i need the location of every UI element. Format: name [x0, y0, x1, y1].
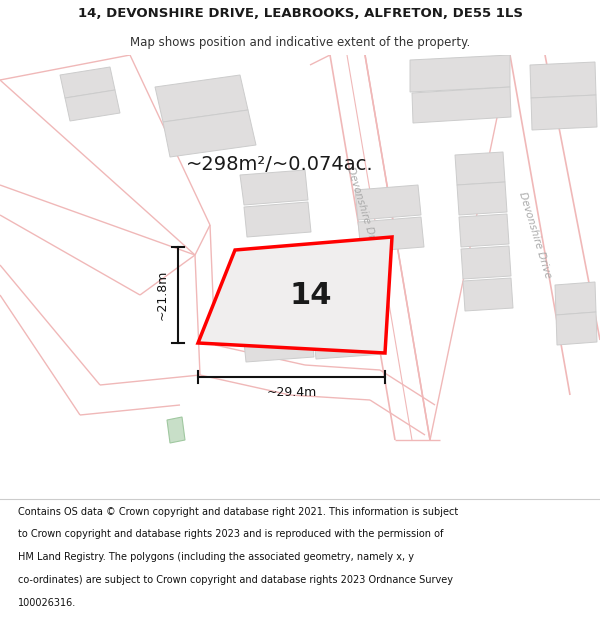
- Text: Devonshire Drive: Devonshire Drive: [517, 191, 553, 279]
- Polygon shape: [163, 110, 256, 157]
- Polygon shape: [556, 312, 597, 345]
- Text: Contains OS data © Crown copyright and database right 2021. This information is : Contains OS data © Crown copyright and d…: [18, 507, 458, 517]
- Polygon shape: [60, 67, 115, 98]
- Polygon shape: [457, 182, 507, 215]
- Polygon shape: [461, 246, 511, 279]
- Polygon shape: [412, 87, 511, 123]
- Polygon shape: [167, 417, 185, 443]
- Polygon shape: [244, 202, 311, 237]
- Text: ~29.4m: ~29.4m: [266, 386, 317, 399]
- Polygon shape: [455, 152, 505, 185]
- Polygon shape: [243, 327, 314, 362]
- Polygon shape: [155, 75, 248, 122]
- Polygon shape: [530, 62, 596, 98]
- Text: 14, DEVONSHIRE DRIVE, LEABROOKS, ALFRETON, DE55 1LS: 14, DEVONSHIRE DRIVE, LEABROOKS, ALFRETO…: [77, 8, 523, 20]
- Text: ~298m²/~0.074ac.: ~298m²/~0.074ac.: [186, 156, 374, 174]
- Polygon shape: [198, 237, 392, 353]
- Text: Devonshire Drive: Devonshire Drive: [345, 166, 381, 254]
- Polygon shape: [531, 95, 597, 130]
- Polygon shape: [463, 278, 513, 311]
- Text: 100026316.: 100026316.: [18, 598, 76, 608]
- Polygon shape: [65, 90, 120, 121]
- Text: ~21.8m: ~21.8m: [155, 270, 169, 320]
- Text: 14: 14: [289, 281, 332, 310]
- Text: co-ordinates) are subject to Crown copyright and database rights 2023 Ordnance S: co-ordinates) are subject to Crown copyr…: [18, 575, 453, 585]
- Polygon shape: [410, 55, 510, 92]
- Polygon shape: [355, 185, 421, 220]
- Text: to Crown copyright and database rights 2023 and is reproduced with the permissio: to Crown copyright and database rights 2…: [18, 529, 443, 539]
- Polygon shape: [358, 217, 424, 252]
- Polygon shape: [459, 214, 509, 247]
- Polygon shape: [240, 170, 308, 205]
- Polygon shape: [240, 295, 311, 330]
- Text: Map shows position and indicative extent of the property.: Map shows position and indicative extent…: [130, 36, 470, 49]
- Polygon shape: [555, 282, 596, 315]
- Text: HM Land Registry. The polygons (including the associated geometry, namely x, y: HM Land Registry. The polygons (includin…: [18, 552, 414, 562]
- Polygon shape: [310, 292, 381, 327]
- Polygon shape: [313, 324, 384, 359]
